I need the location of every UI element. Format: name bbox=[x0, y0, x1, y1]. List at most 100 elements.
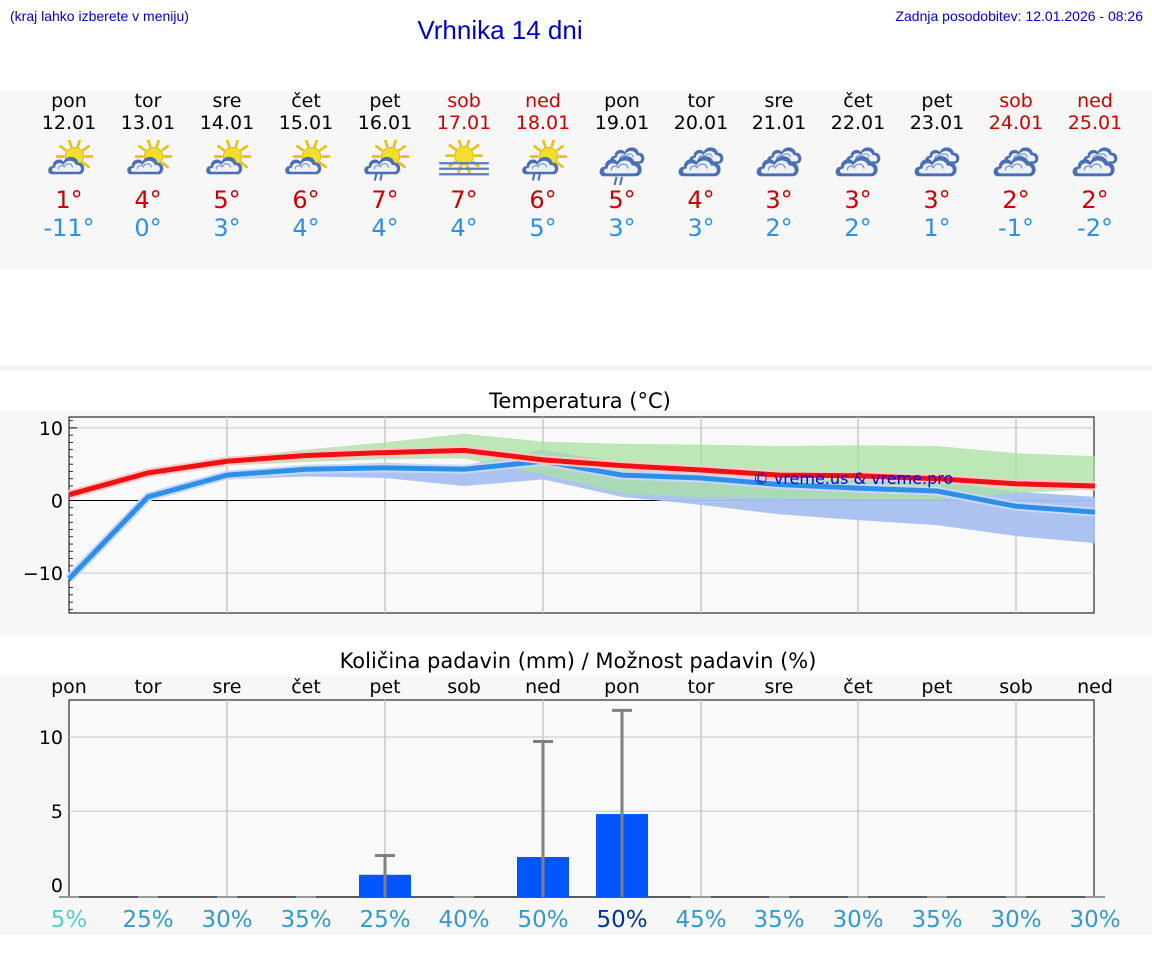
day-forecast: sre 21.01 3° 2° bbox=[739, 90, 819, 242]
location-hint: (kraj lahko izberete v meniju) bbox=[10, 8, 189, 24]
precip-probability: 25% bbox=[359, 907, 410, 933]
last-updated: Zadnja posodobitev: 12.01.2026 - 08:26 bbox=[895, 8, 1143, 24]
partly-cloudy-icon bbox=[206, 140, 252, 175]
temp-min: -1° bbox=[998, 214, 1034, 242]
day-forecast: ned 25.01 2° -2° bbox=[1055, 90, 1135, 242]
day-name: tor bbox=[134, 90, 162, 112]
day-forecast: sob 17.01 7° 4° bbox=[424, 90, 504, 242]
precip-probability: 50% bbox=[596, 907, 647, 933]
precip-probability: 35% bbox=[280, 907, 331, 933]
y-tick-label: 5 bbox=[51, 801, 63, 823]
x-tick-label: sre bbox=[765, 676, 794, 698]
partly-cloudy-icon bbox=[48, 140, 94, 175]
day-date: 12.01 bbox=[41, 112, 97, 134]
day-forecast: pon 19.01 5° 3° bbox=[582, 90, 662, 242]
day-forecast: čet 22.01 3° 2° bbox=[818, 90, 898, 242]
day-forecast: tor 13.01 4° 0° bbox=[108, 90, 188, 242]
plot-area bbox=[68, 699, 1095, 898]
precip-probability: 30% bbox=[201, 907, 252, 933]
day-forecast: pet 16.01 7° 4° bbox=[345, 90, 425, 242]
temp-max: 1° bbox=[55, 186, 83, 214]
temp-min: -11° bbox=[43, 214, 95, 242]
x-tick-label: sre bbox=[213, 676, 242, 698]
section-divider bbox=[0, 365, 1152, 371]
cloudy-icon bbox=[914, 147, 960, 177]
day-date: 25.01 bbox=[1067, 112, 1123, 134]
day-name: pet bbox=[921, 90, 953, 112]
cloudy-icon bbox=[835, 147, 881, 177]
precip-probability: 40% bbox=[438, 907, 489, 933]
cloudy-icon bbox=[1072, 147, 1118, 177]
page-title: Vrhnika 14 dni bbox=[417, 15, 583, 45]
cloudy-icon bbox=[756, 147, 802, 177]
x-tick-label: tor bbox=[688, 676, 715, 698]
x-tick-label: pon bbox=[604, 676, 640, 698]
cloudy-icon bbox=[678, 147, 724, 177]
temp-min: 4° bbox=[450, 214, 478, 242]
temp-max: 2° bbox=[1002, 186, 1030, 214]
cloud-icon bbox=[522, 156, 559, 175]
day-date: 15.01 bbox=[278, 112, 334, 134]
cloudy-icon bbox=[678, 147, 724, 177]
cloudy-icon bbox=[993, 147, 1039, 177]
day-forecast: ned 18.01 6° 5° bbox=[503, 90, 583, 242]
x-tick-label: pet bbox=[369, 676, 400, 698]
precip-probability: 35% bbox=[911, 907, 962, 933]
day-date: 24.01 bbox=[988, 112, 1044, 134]
x-tick-label: sob bbox=[447, 676, 481, 698]
y-tick-label: 10 bbox=[39, 727, 63, 749]
temp-max: 3° bbox=[923, 186, 951, 214]
day-date: 22.01 bbox=[830, 112, 886, 134]
day-date: 21.01 bbox=[751, 112, 807, 134]
day-name: sre bbox=[764, 90, 794, 112]
cloud-icon bbox=[127, 156, 164, 175]
cloud-icon bbox=[678, 156, 721, 177]
temp-min: 2° bbox=[844, 214, 872, 242]
partly-cloudy-icon bbox=[285, 140, 331, 175]
temp-min: 4° bbox=[371, 214, 399, 242]
precip-probability: 30% bbox=[1069, 907, 1120, 933]
cloud-icon bbox=[206, 156, 243, 175]
cloud-icon bbox=[599, 156, 642, 177]
temp-min: -2° bbox=[1077, 214, 1113, 242]
day-name: pet bbox=[369, 90, 401, 112]
cloudy-icon bbox=[914, 147, 960, 177]
temp-max: 6° bbox=[529, 186, 557, 214]
cloudy-icon bbox=[993, 147, 1039, 177]
fog-icon bbox=[439, 162, 489, 176]
forecast-strip: pon 12.01 1° -11° tor 13.01 4° 0° sre 14.01 5° 3° če… bbox=[0, 90, 1152, 270]
temp-max: 7° bbox=[450, 186, 478, 214]
partly-cloudy-rain-icon bbox=[364, 140, 410, 181]
rain-icon bbox=[613, 176, 623, 186]
temp-min: 2° bbox=[765, 214, 793, 242]
cloudy-rain-icon bbox=[599, 147, 645, 186]
cloudy-icon bbox=[756, 147, 802, 177]
x-tick-label: ned bbox=[1077, 676, 1113, 698]
partly-cloudy-rain-icon bbox=[522, 140, 568, 181]
partly-cloudy-icon bbox=[127, 140, 173, 175]
cloudy-icon bbox=[1072, 147, 1118, 177]
cloud-icon bbox=[914, 156, 957, 177]
day-date: 17.01 bbox=[436, 112, 492, 134]
y-tick-label: 10 bbox=[39, 418, 63, 440]
day-name: ned bbox=[1077, 90, 1113, 112]
day-name: ned bbox=[525, 90, 561, 112]
x-tick-label: sob bbox=[999, 676, 1033, 698]
day-date: 20.01 bbox=[673, 112, 729, 134]
partly-cloudy-icon bbox=[48, 140, 94, 175]
day-date: 19.01 bbox=[594, 112, 650, 134]
temp-min: 5° bbox=[529, 214, 557, 242]
day-date: 23.01 bbox=[909, 112, 965, 134]
temp-max: 3° bbox=[844, 186, 872, 214]
cloud-icon bbox=[993, 156, 1036, 177]
day-forecast: tor 20.01 4° 3° bbox=[661, 90, 741, 242]
cloud-icon bbox=[285, 156, 322, 175]
day-forecast: sre 14.01 5° 3° bbox=[187, 90, 267, 242]
precipitation-chart: Količina padavin (mm) / Možnost padavin … bbox=[39, 649, 1121, 933]
x-tick-label: čet bbox=[843, 676, 873, 698]
cloud-icon bbox=[756, 156, 799, 177]
sun-fog-icon bbox=[439, 140, 489, 176]
precip-probability: 30% bbox=[990, 907, 1041, 933]
cloud-icon bbox=[364, 156, 401, 175]
precip-probability: 25% bbox=[122, 907, 173, 933]
